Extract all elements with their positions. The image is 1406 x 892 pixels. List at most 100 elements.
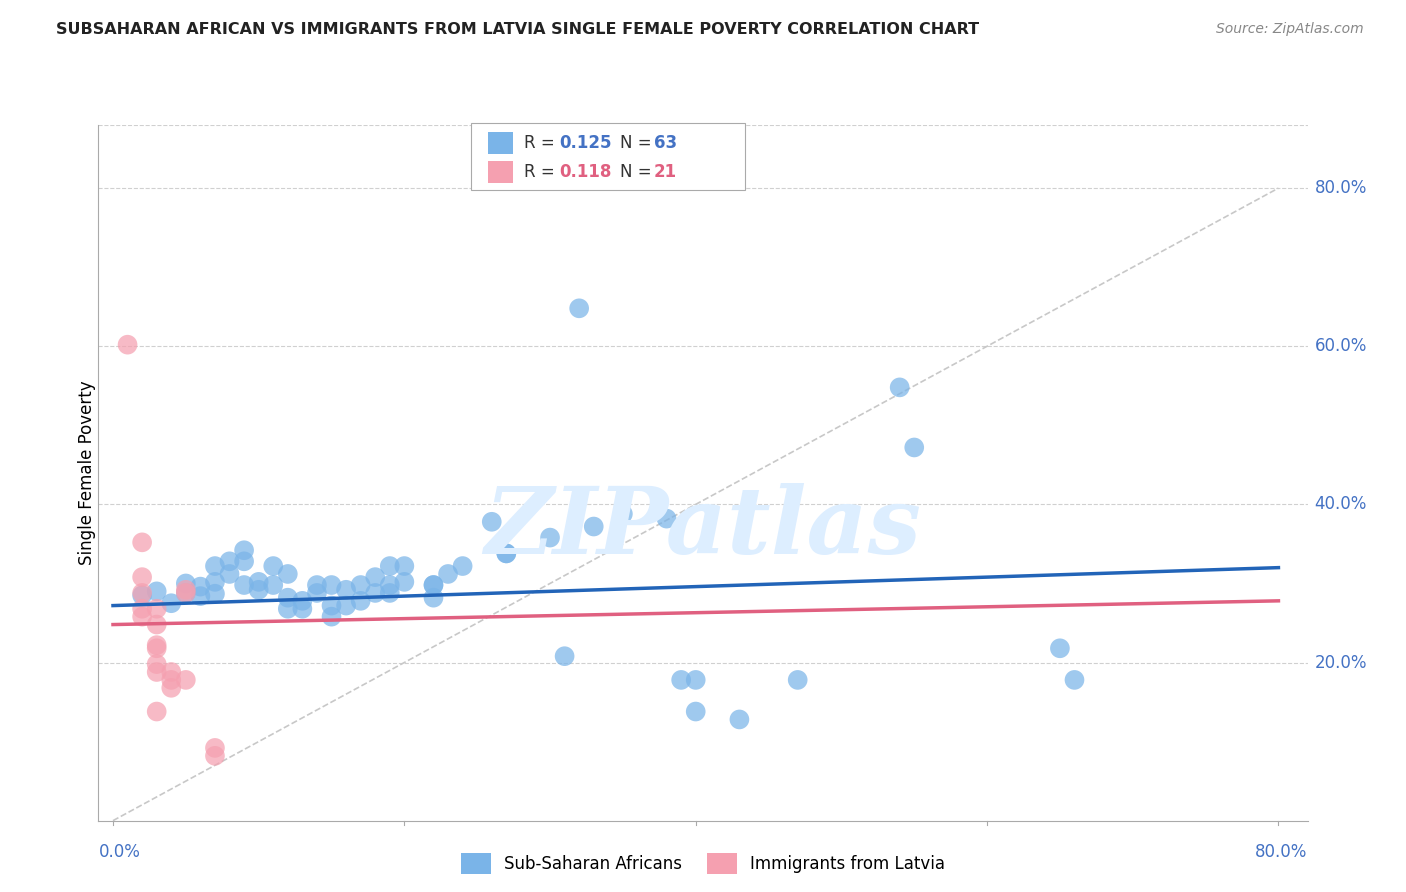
Point — [160, 673, 183, 687]
Point — [131, 601, 153, 615]
Point — [350, 594, 373, 608]
Point — [437, 566, 460, 581]
Point — [277, 591, 299, 605]
Point — [612, 507, 634, 521]
Point — [786, 673, 808, 687]
Point — [247, 582, 270, 597]
Point — [160, 665, 183, 679]
Text: 63: 63 — [654, 134, 676, 152]
Point — [174, 576, 197, 591]
Point — [321, 599, 343, 613]
Text: 0.118: 0.118 — [560, 163, 612, 181]
Point — [160, 681, 183, 695]
Text: 21: 21 — [654, 163, 676, 181]
Text: Source: ZipAtlas.com: Source: ZipAtlas.com — [1216, 22, 1364, 37]
Point — [422, 591, 444, 605]
Point — [495, 546, 517, 560]
Point — [364, 570, 387, 584]
Text: 60.0%: 60.0% — [1315, 337, 1367, 355]
Point — [131, 609, 153, 624]
Text: 80.0%: 80.0% — [1315, 179, 1367, 197]
Point — [568, 301, 591, 316]
Point — [174, 586, 197, 600]
Point — [291, 601, 314, 615]
Point — [204, 559, 226, 574]
Point — [145, 584, 167, 599]
Point — [305, 586, 328, 600]
Text: 20.0%: 20.0% — [1315, 654, 1367, 672]
Point — [655, 511, 678, 525]
Text: N =: N = — [620, 134, 657, 152]
Text: 0.125: 0.125 — [560, 134, 612, 152]
Point — [131, 588, 153, 602]
Point — [481, 515, 503, 529]
Point — [262, 578, 284, 592]
Point — [233, 554, 256, 568]
Point — [378, 586, 401, 600]
Point — [685, 705, 707, 719]
Text: R =: R = — [524, 163, 561, 181]
Point — [1063, 673, 1085, 687]
Point — [422, 578, 444, 592]
Point — [204, 748, 226, 763]
Point — [582, 519, 605, 533]
Y-axis label: Single Female Poverty: Single Female Poverty — [79, 381, 96, 565]
Point — [262, 559, 284, 574]
Point — [233, 543, 256, 558]
Point — [204, 740, 226, 755]
Point — [174, 582, 197, 597]
Point — [394, 574, 416, 589]
Text: R =: R = — [524, 134, 561, 152]
Text: N =: N = — [620, 163, 657, 181]
Point — [538, 531, 561, 545]
Point — [291, 594, 314, 608]
Point — [190, 580, 212, 594]
Point — [669, 673, 692, 687]
Text: SUBSAHARAN AFRICAN VS IMMIGRANTS FROM LATVIA SINGLE FEMALE POVERTY CORRELATION C: SUBSAHARAN AFRICAN VS IMMIGRANTS FROM LA… — [56, 22, 980, 37]
Legend: Sub-Saharan Africans, Immigrants from Latvia: Sub-Saharan Africans, Immigrants from La… — [453, 845, 953, 882]
Point — [277, 566, 299, 581]
Text: 0.0%: 0.0% — [98, 843, 141, 861]
Point — [233, 578, 256, 592]
Point — [160, 596, 183, 610]
Point — [685, 673, 707, 687]
Point — [903, 441, 925, 455]
Point — [378, 578, 401, 592]
Point — [190, 589, 212, 603]
Point — [1049, 641, 1071, 656]
Point — [131, 586, 153, 600]
Point — [394, 559, 416, 574]
Point — [350, 578, 373, 592]
Point — [204, 587, 226, 601]
Point — [335, 599, 357, 613]
Point — [554, 649, 576, 664]
Point — [145, 641, 167, 656]
Point — [277, 601, 299, 615]
Point — [218, 554, 240, 568]
Point — [728, 713, 751, 727]
Text: 40.0%: 40.0% — [1315, 495, 1367, 514]
Point — [131, 535, 153, 549]
Point — [247, 574, 270, 589]
Point — [145, 657, 167, 671]
Point — [451, 559, 474, 574]
Point — [321, 609, 343, 624]
Point — [495, 546, 517, 560]
Point — [117, 337, 139, 351]
Point — [321, 578, 343, 592]
Point — [378, 559, 401, 574]
Point — [364, 586, 387, 600]
Point — [305, 578, 328, 592]
Point — [174, 673, 197, 687]
Point — [145, 617, 167, 632]
Point — [145, 601, 167, 615]
Point — [422, 578, 444, 592]
Point — [889, 380, 911, 394]
Point — [204, 574, 226, 589]
Point — [145, 665, 167, 679]
Point — [131, 570, 153, 584]
Point — [145, 638, 167, 652]
Point — [174, 586, 197, 600]
Text: 80.0%: 80.0% — [1256, 843, 1308, 861]
Point — [218, 566, 240, 581]
